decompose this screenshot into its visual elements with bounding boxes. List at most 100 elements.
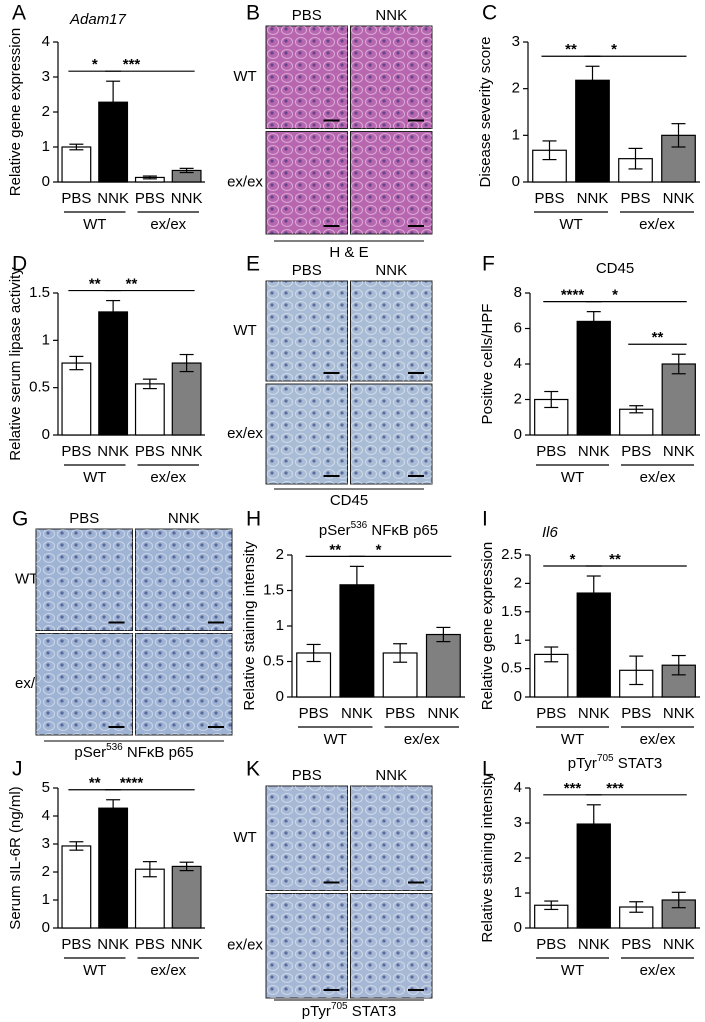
error-bar [436, 626, 451, 643]
micrograph-texture [266, 26, 348, 129]
group-label: ex/ex [639, 216, 675, 233]
x-tick-label: PBS [385, 705, 415, 722]
y-tick-label: 0.5 [29, 379, 50, 396]
micrograph-texture [135, 529, 232, 631]
y-tick-label: 3 [514, 814, 522, 831]
significance-label: ** [609, 551, 621, 568]
significance-label: **** [561, 287, 585, 304]
x-tick-label: PBS [621, 936, 651, 953]
y-tick-label: 2.5 [501, 546, 522, 563]
group-label: ex/ex [640, 962, 676, 979]
error-bar [628, 147, 643, 170]
y-tick-label: 0 [512, 173, 520, 190]
error-bar [106, 799, 121, 818]
y-axis-label: Relative serum lipase activity [7, 267, 24, 461]
text-segment: pTyr [568, 755, 597, 772]
row-label: ex/ex [227, 174, 263, 191]
y-tick-label: 2 [512, 80, 520, 97]
y-axis-label: Relative staining intensity [479, 773, 496, 943]
y-tick-label: 0 [42, 919, 50, 936]
text-segment: NFκB p65 [367, 522, 438, 539]
panel-letter: J [12, 758, 23, 781]
x-tick-label: NNK [663, 705, 695, 722]
micrograph-texture [135, 633, 232, 735]
y-tick-label: 2 [514, 574, 522, 591]
significance-label: ** [652, 329, 664, 346]
text-segment: pSer [74, 744, 106, 761]
significance-label: * [611, 41, 617, 58]
y-tick-label: 3 [512, 33, 520, 50]
caption: CD45 [330, 492, 368, 509]
micrograph-texture [266, 131, 348, 234]
x-tick-label: NNK [663, 190, 695, 207]
group-label: ex/ex [640, 731, 676, 748]
error-bar [306, 643, 321, 663]
significance-label: *** [606, 780, 624, 797]
significance-label: * [92, 56, 98, 73]
error-bar [585, 65, 600, 95]
text-segment: CD45 [596, 260, 634, 277]
column-label: PBS [292, 767, 322, 784]
x-tick-label: PBS [536, 443, 566, 460]
text-segment: NFκB p65 [123, 744, 194, 761]
significance-label: ** [89, 775, 101, 792]
error-bar [179, 353, 194, 373]
error-bar [671, 353, 686, 375]
row-label: WT [233, 829, 256, 846]
micrograph-texture [36, 529, 133, 631]
group-label: WT [324, 731, 347, 748]
column-label: PBS [292, 262, 322, 279]
error-bar [542, 140, 557, 161]
bar [134, 868, 165, 929]
significance-label: ** [329, 541, 341, 558]
y-tick-label: 0 [514, 426, 522, 443]
y-tick-label: 3 [42, 68, 50, 85]
micrograph-texture [36, 633, 133, 735]
panel-letter: I [482, 508, 488, 531]
bar [61, 362, 92, 436]
x-tick-label: PBS [135, 443, 165, 460]
y-tick-label: 1.5 [263, 581, 284, 598]
y-tick-label: 1.5 [501, 603, 522, 620]
x-tick-label: NNK [341, 705, 373, 722]
micrograph-texture [350, 281, 432, 381]
x-tick-label: PBS [534, 190, 564, 207]
column-label: NNK [168, 510, 200, 527]
x-tick-label: NNK [97, 443, 129, 460]
group-label: WT [83, 962, 106, 979]
y-tick-label: 6 [514, 319, 522, 336]
micrograph-texture [350, 384, 432, 484]
x-tick-label: PBS [536, 936, 566, 953]
row-label: WT [233, 68, 256, 85]
x-tick-label: PBS [135, 936, 165, 953]
panel-letter: A [12, 2, 26, 25]
panel-letter: C [482, 2, 497, 25]
micrograph-texture [350, 893, 432, 998]
y-tick-label: 1 [276, 617, 284, 634]
y-tick-label: 1 [42, 138, 50, 155]
x-tick-label: PBS [299, 705, 329, 722]
text-segment: CD45 [330, 492, 368, 509]
micrograph-texture [350, 26, 432, 129]
x-tick-label: NNK [97, 190, 129, 207]
x-tick-label: PBS [621, 705, 651, 722]
superscript: 705 [331, 1001, 348, 1012]
panel-letter: F [482, 253, 495, 276]
error-bar [544, 900, 559, 911]
x-tick-label: PBS [536, 705, 566, 722]
y-tick-label: 1 [512, 126, 520, 143]
group-label: ex/ex [150, 216, 186, 233]
x-tick-label: PBS [135, 190, 165, 207]
panel-letter: H [246, 508, 261, 531]
panel-letter: L [482, 758, 494, 781]
group-label: ex/ex [150, 469, 186, 486]
panel-letter: G [12, 508, 28, 531]
micrograph-texture [266, 786, 348, 891]
significance-label: ** [126, 276, 138, 293]
group-label: WT [83, 469, 106, 486]
group-label: WT [561, 469, 584, 486]
micrograph-texture [266, 384, 348, 484]
significance-label: *** [123, 56, 141, 73]
chart-title: CD45 [596, 260, 634, 277]
y-tick-label: 0 [42, 426, 50, 443]
